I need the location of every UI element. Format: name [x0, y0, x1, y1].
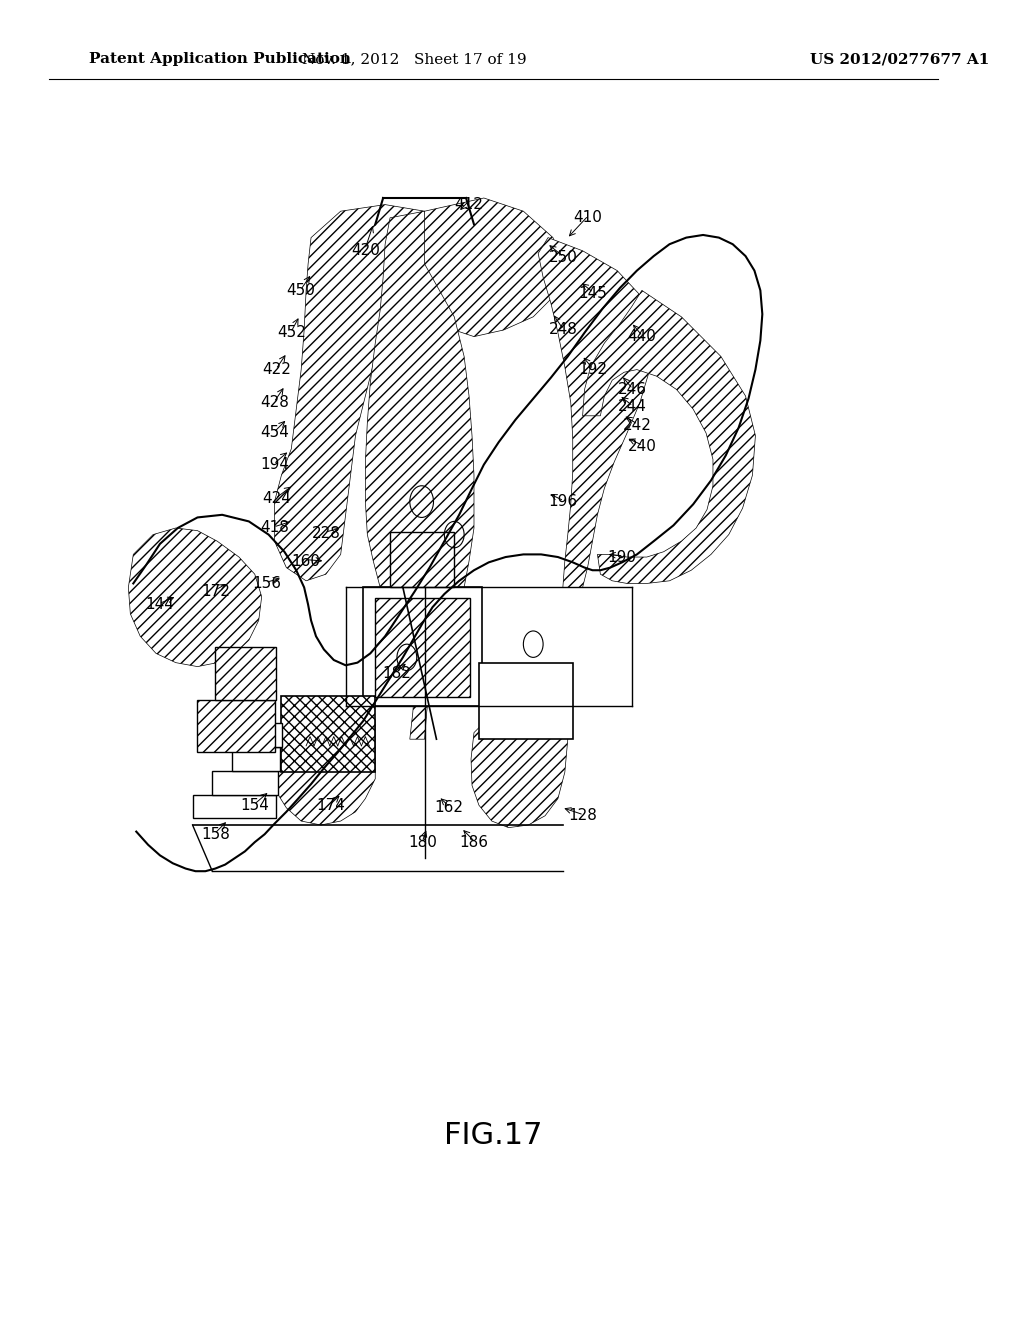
- Bar: [252, 723, 283, 747]
- Text: Patent Application Publication: Patent Application Publication: [89, 53, 351, 66]
- Bar: [198, 700, 274, 752]
- Text: 424: 424: [262, 491, 291, 507]
- Text: 154: 154: [241, 797, 269, 813]
- Text: 242: 242: [623, 417, 651, 433]
- Text: 418: 418: [260, 520, 289, 536]
- Text: 450: 450: [287, 282, 315, 298]
- Text: 172: 172: [201, 583, 229, 599]
- Text: 162: 162: [435, 800, 464, 816]
- Text: 194: 194: [260, 457, 289, 473]
- Text: 412: 412: [455, 197, 483, 213]
- Text: Nov. 1, 2012   Sheet 17 of 19: Nov. 1, 2012 Sheet 17 of 19: [302, 53, 527, 66]
- Polygon shape: [128, 528, 262, 667]
- Text: 144: 144: [145, 597, 174, 612]
- Text: 250: 250: [549, 249, 578, 265]
- Text: 248: 248: [549, 322, 578, 338]
- Text: 182: 182: [383, 665, 412, 681]
- Bar: [193, 795, 276, 818]
- Text: 158: 158: [201, 826, 229, 842]
- Bar: [212, 771, 279, 795]
- Text: 246: 246: [617, 381, 646, 397]
- Text: 228: 228: [311, 525, 340, 541]
- Text: 240: 240: [628, 438, 656, 454]
- Bar: [282, 696, 375, 772]
- Bar: [479, 663, 572, 739]
- Bar: [375, 598, 470, 697]
- Text: 410: 410: [573, 210, 602, 226]
- Text: 145: 145: [578, 285, 607, 301]
- Text: 454: 454: [260, 425, 289, 441]
- Text: 174: 174: [316, 797, 345, 813]
- Text: 186: 186: [460, 834, 488, 850]
- Text: 452: 452: [276, 325, 306, 341]
- Text: 440: 440: [628, 329, 656, 345]
- Polygon shape: [583, 290, 756, 583]
- Polygon shape: [366, 211, 474, 739]
- Polygon shape: [274, 719, 375, 825]
- Text: 128: 128: [568, 808, 597, 824]
- Bar: [364, 587, 482, 706]
- Bar: [390, 532, 455, 587]
- Text: US 2012/0277677 A1: US 2012/0277677 A1: [810, 53, 989, 66]
- Text: 420: 420: [351, 243, 380, 259]
- Text: 190: 190: [607, 549, 637, 565]
- Text: 428: 428: [260, 395, 289, 411]
- Polygon shape: [471, 713, 567, 828]
- Text: 160: 160: [292, 553, 321, 569]
- Text: 244: 244: [617, 399, 646, 414]
- Text: 196: 196: [548, 494, 578, 510]
- Text: 192: 192: [578, 362, 607, 378]
- Text: 156: 156: [252, 576, 282, 591]
- Text: 180: 180: [409, 834, 437, 850]
- Polygon shape: [415, 198, 563, 337]
- Text: 422: 422: [262, 362, 291, 378]
- Text: FIG.17: FIG.17: [444, 1121, 543, 1150]
- Bar: [232, 747, 281, 771]
- Polygon shape: [274, 205, 434, 581]
- Polygon shape: [539, 238, 651, 587]
- Bar: [215, 647, 276, 700]
